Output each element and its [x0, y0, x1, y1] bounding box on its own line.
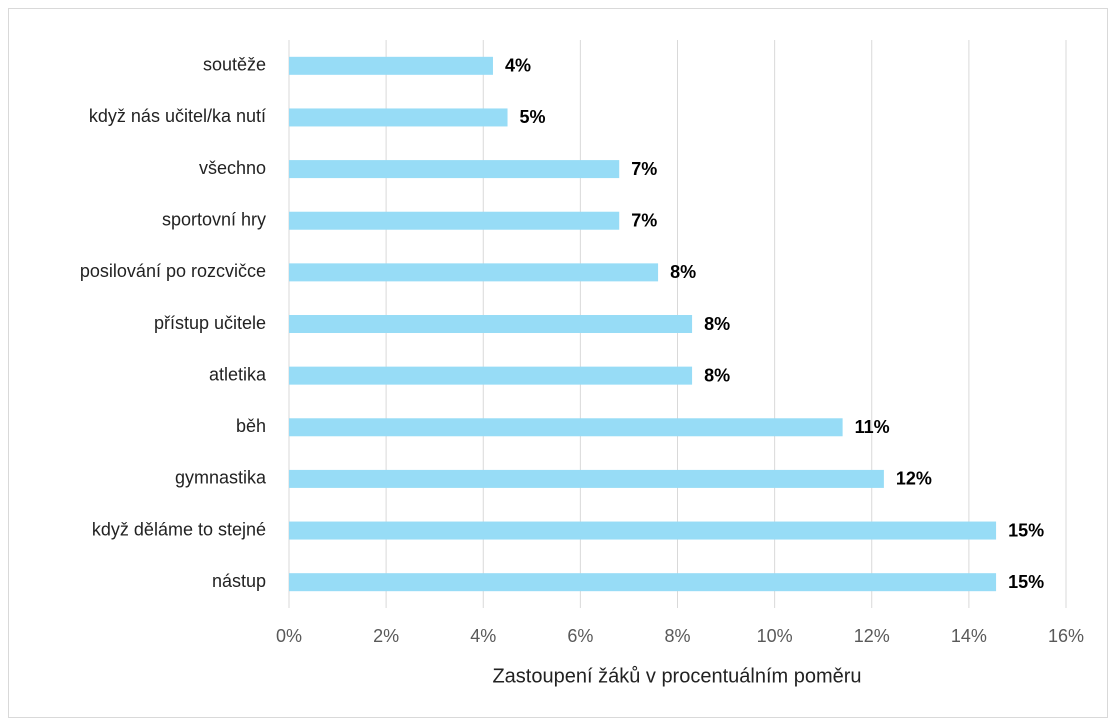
bar	[289, 263, 659, 282]
value-label: 15%	[1008, 572, 1044, 592]
value-label: 7%	[631, 210, 657, 230]
chart-frame	[8, 8, 1108, 718]
bar	[289, 160, 620, 179]
x-tick-label: 2%	[373, 626, 399, 646]
value-label: 15%	[1008, 520, 1044, 540]
y-tick-label: všechno	[199, 158, 266, 178]
bar	[289, 108, 508, 127]
y-tick-label: nástup	[212, 571, 266, 591]
x-tick-label: 16%	[1048, 626, 1084, 646]
y-tick-label: posilování po rozcvičce	[80, 261, 266, 281]
bar	[289, 366, 693, 385]
bar	[289, 521, 997, 540]
value-label: 5%	[520, 107, 546, 127]
bar	[289, 315, 693, 333]
y-tick-label: když nás učitel/ka nutí	[89, 106, 266, 126]
y-tick-label: přístup učitele	[154, 313, 266, 333]
bar	[289, 573, 997, 592]
value-label: 8%	[704, 365, 730, 385]
bar	[289, 418, 843, 437]
x-tick-label: 10%	[757, 626, 793, 646]
x-axis-title: Zastoupení žáků v procentuálním poměru	[492, 665, 861, 687]
value-label: 4%	[505, 56, 531, 76]
y-tick-label: atletika	[209, 364, 267, 384]
y-tick-label: gymnastika	[175, 468, 267, 488]
bar	[289, 211, 620, 230]
x-tick-label: 4%	[470, 626, 496, 646]
value-label: 7%	[631, 159, 657, 179]
value-label: 12%	[896, 469, 932, 489]
x-tick-label: 6%	[567, 626, 593, 646]
x-tick-label: 0%	[276, 626, 302, 646]
bar	[289, 469, 884, 488]
x-tick-label: 12%	[854, 626, 890, 646]
bar	[289, 56, 493, 75]
value-label: 8%	[670, 262, 696, 282]
x-tick-label: 8%	[664, 626, 690, 646]
y-tick-label: běh	[236, 416, 266, 436]
y-tick-label: když děláme to stejné	[92, 519, 266, 539]
value-label: 8%	[704, 314, 730, 334]
x-tick-label: 14%	[951, 626, 987, 646]
value-label: 11%	[855, 417, 890, 437]
y-tick-label: sportovní hry	[162, 209, 266, 229]
y-tick-label: soutěže	[203, 55, 266, 75]
